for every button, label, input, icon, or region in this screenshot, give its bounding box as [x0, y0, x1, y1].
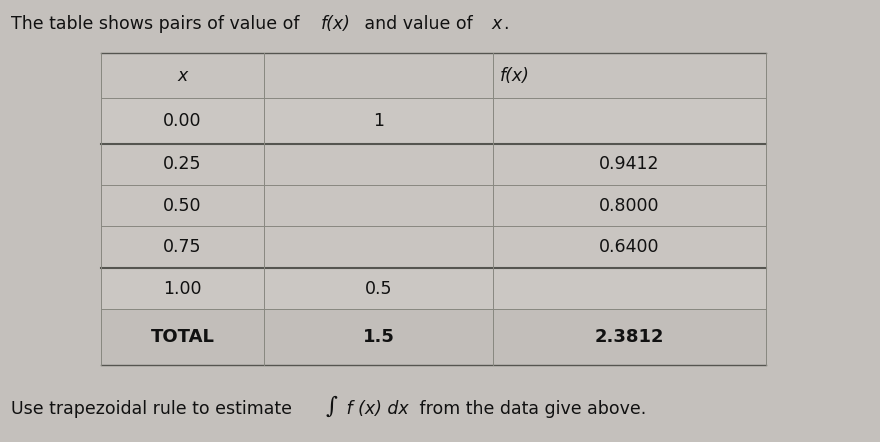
Text: .: . — [503, 15, 509, 34]
Text: 2.3812: 2.3812 — [595, 328, 664, 346]
Text: 0.5: 0.5 — [364, 279, 392, 297]
Text: 1.5: 1.5 — [363, 328, 394, 346]
Text: f(x): f(x) — [500, 67, 530, 85]
Text: f(x): f(x) — [321, 15, 351, 34]
Text: TOTAL: TOTAL — [150, 328, 215, 346]
Text: 1: 1 — [373, 112, 384, 130]
Text: 1.00: 1.00 — [164, 279, 202, 297]
Text: x: x — [178, 67, 187, 85]
Text: 0.75: 0.75 — [164, 238, 202, 256]
Text: f (x) dx: f (x) dx — [341, 400, 409, 418]
Text: Use trapezoidal rule to estimate: Use trapezoidal rule to estimate — [11, 400, 297, 418]
Text: ∫: ∫ — [326, 396, 337, 418]
Text: x: x — [492, 15, 502, 34]
Text: and value of: and value of — [359, 15, 479, 34]
Text: 0.00: 0.00 — [164, 112, 202, 130]
Text: 0.25: 0.25 — [164, 156, 202, 173]
Text: from the data give above.: from the data give above. — [414, 400, 646, 418]
Text: The table shows pairs of value of: The table shows pairs of value of — [11, 15, 304, 34]
Text: 0.8000: 0.8000 — [599, 197, 659, 215]
Text: 0.9412: 0.9412 — [599, 156, 659, 173]
Text: 0.6400: 0.6400 — [599, 238, 659, 256]
Text: 0.50: 0.50 — [164, 197, 202, 215]
